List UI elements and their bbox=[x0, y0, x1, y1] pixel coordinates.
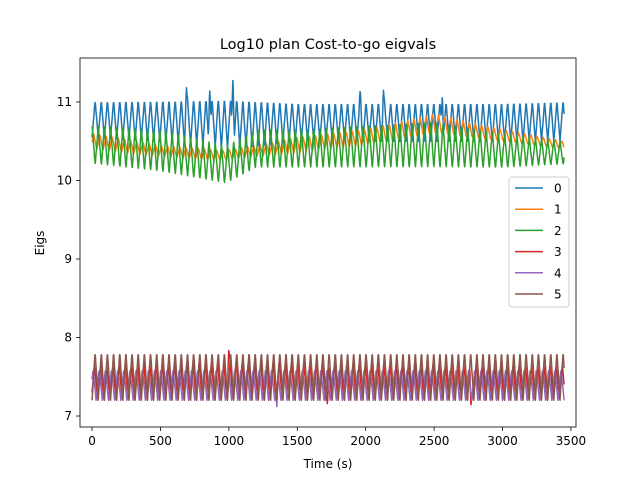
chart-title: Log10 plan Cost-to-go eigvals bbox=[220, 37, 436, 53]
legend-label-1: 1 bbox=[554, 203, 562, 217]
legend-label-3: 3 bbox=[554, 245, 562, 259]
series-line-2 bbox=[91, 122, 565, 184]
x-axis-ticks: 0 500 1000 1500 2000 2500 3000 3500 bbox=[88, 427, 586, 448]
y-axis-label: Eigs bbox=[33, 231, 47, 256]
y-tick-label: 7 bbox=[64, 409, 72, 423]
legend-label-2: 2 bbox=[554, 224, 562, 238]
x-tick-label: 2500 bbox=[419, 434, 450, 448]
x-tick-label: 500 bbox=[149, 434, 172, 448]
legend-label-4: 4 bbox=[554, 266, 562, 280]
plot-frame bbox=[79, 57, 577, 428]
y-tick-label: 9 bbox=[64, 252, 72, 266]
plot-lines bbox=[91, 79, 565, 408]
legend-label-0: 0 bbox=[554, 182, 562, 196]
y-tick-label: 10 bbox=[57, 173, 72, 187]
y-axis-ticks: 7 8 9 10 11 bbox=[57, 95, 80, 423]
y-tick-label: 8 bbox=[64, 330, 72, 344]
series-line-5 bbox=[91, 354, 565, 402]
x-tick-label: 1500 bbox=[282, 434, 313, 448]
x-tick-label: 0 bbox=[88, 434, 96, 448]
legend: 0 1 2 3 4 5 bbox=[508, 176, 570, 308]
x-tick-label: 2000 bbox=[350, 434, 381, 448]
x-tick-label: 3000 bbox=[487, 434, 518, 448]
x-tick-label: 3500 bbox=[556, 434, 587, 448]
legend-label-5: 5 bbox=[554, 288, 562, 302]
y-tick-label: 11 bbox=[57, 95, 72, 109]
x-tick-label: 1000 bbox=[214, 434, 245, 448]
x-axis-label: Time (s) bbox=[303, 457, 353, 471]
